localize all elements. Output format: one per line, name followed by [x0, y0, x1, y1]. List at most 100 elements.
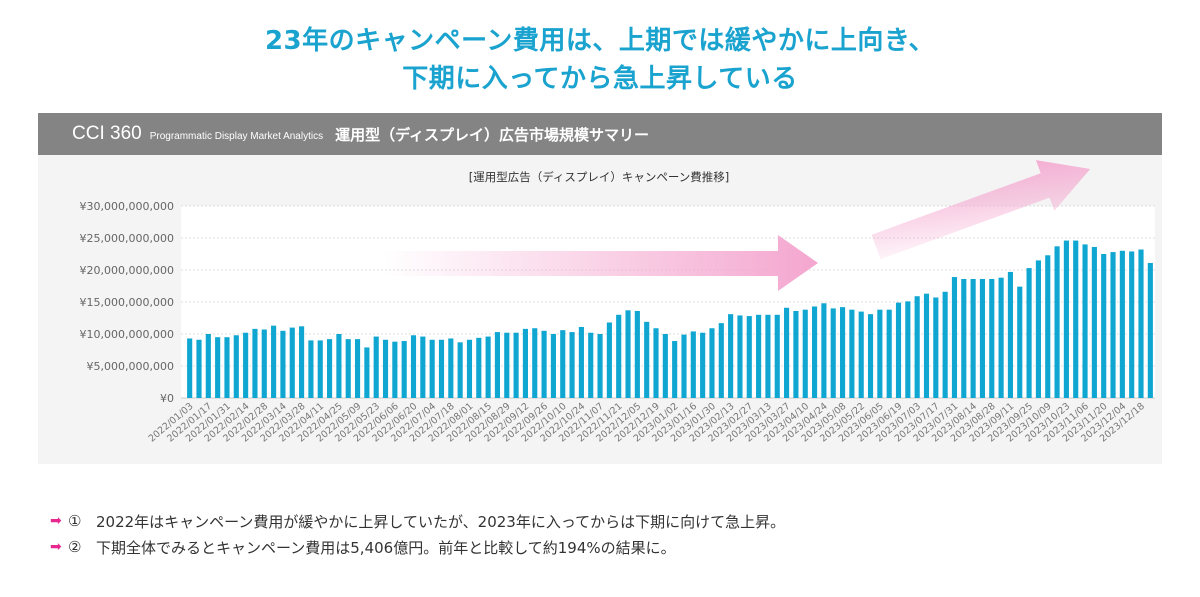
- bar: [196, 339, 202, 398]
- brand-subtitle: Programmatic Display Market Analytics: [149, 131, 324, 142]
- bar: [429, 339, 435, 398]
- bar: [532, 328, 538, 398]
- bar: [233, 335, 239, 398]
- bar: [839, 307, 846, 398]
- bar: [951, 277, 958, 398]
- y-tick-label: ¥20,000,000,000: [80, 264, 174, 277]
- bar: [970, 278, 976, 398]
- bar: [1026, 268, 1032, 398]
- bar: [1138, 249, 1144, 398]
- bar: [448, 338, 454, 398]
- bar: [895, 302, 902, 398]
- note-marker: ①: [68, 512, 82, 530]
- bar: [700, 332, 706, 398]
- bar: [327, 339, 333, 398]
- bar: [1017, 286, 1023, 398]
- bar: [1147, 262, 1153, 398]
- bar: [1063, 240, 1069, 398]
- y-tick-label: ¥5,000,000,000: [87, 360, 174, 373]
- bar: [1129, 251, 1135, 398]
- bar: [1054, 246, 1060, 398]
- brand-logo-text: CCI 360: [72, 123, 142, 144]
- bar: [354, 339, 361, 398]
- bar: [205, 334, 211, 398]
- note-text: 2022年はキャンペーン費用が緩やかに上昇していたが、2023年に入ってからは下…: [96, 512, 786, 531]
- bar: [401, 341, 407, 398]
- bar: [494, 332, 501, 398]
- bar: [942, 291, 948, 398]
- y-tick-label: ¥10,000,000,000: [80, 328, 174, 341]
- bar: [672, 341, 678, 398]
- bar: [616, 314, 622, 398]
- y-tick-label: ¥15,000,000,000: [80, 296, 174, 309]
- bar: [504, 332, 510, 398]
- bar: [280, 330, 286, 398]
- bar: [410, 335, 417, 398]
- headline-line-1: 23年のキャンペーン費用は、上期では緩やかに上向き、: [264, 26, 936, 56]
- bar: [877, 309, 883, 398]
- bar: [382, 339, 389, 398]
- bar: [644, 321, 650, 398]
- bar: [709, 328, 715, 398]
- bar: [243, 332, 249, 398]
- bar: [681, 334, 687, 398]
- bar: [457, 342, 463, 398]
- bar: [774, 314, 780, 398]
- bar: [420, 336, 426, 398]
- bar: [662, 334, 668, 398]
- bar: [737, 315, 743, 398]
- bar: [653, 328, 659, 398]
- bar: [1035, 260, 1041, 398]
- bar: [634, 310, 640, 398]
- bar: [560, 330, 566, 398]
- bar: [923, 293, 930, 398]
- bar: [1091, 246, 1097, 398]
- bar: [485, 336, 491, 398]
- bar: [802, 309, 808, 398]
- note-text: 下期全体でみるとキャンペーン費用は5,406億円。前年と比較して約194%の結果…: [96, 538, 676, 557]
- bar: [718, 323, 724, 398]
- bar: [849, 309, 855, 398]
- bar: [541, 330, 547, 398]
- bar: [252, 328, 258, 398]
- flat-trend-arrow: [384, 235, 818, 291]
- bar: [830, 308, 836, 398]
- bar: [261, 329, 267, 398]
- bar: [550, 334, 556, 398]
- bar: [728, 314, 734, 398]
- bar: [215, 337, 221, 398]
- bar: [569, 332, 575, 398]
- bar: [578, 326, 584, 398]
- bar: [1119, 250, 1125, 398]
- bar: [317, 340, 323, 398]
- bar: [756, 314, 762, 398]
- bar: [765, 314, 771, 398]
- bar: [224, 337, 230, 398]
- bar: [588, 332, 594, 398]
- bar: [308, 340, 314, 398]
- bar: [438, 339, 445, 398]
- bar: [933, 297, 939, 398]
- bar: [812, 306, 818, 398]
- bar: [345, 339, 351, 398]
- arrow-right-icon: ➡: [50, 513, 62, 529]
- bar: [690, 331, 696, 398]
- bar: [1045, 255, 1051, 398]
- bar: [746, 316, 752, 398]
- bar: [1007, 271, 1013, 398]
- panel-title: 運用型（ディスプレイ）広告市場規模サマリー: [335, 125, 650, 144]
- bar: [1082, 244, 1088, 398]
- bar: [793, 310, 799, 398]
- bar: [1101, 254, 1107, 398]
- bar: [476, 337, 482, 398]
- headline-line-2: 下期に入ってから急上昇している: [402, 64, 798, 94]
- rising-trend-arrow: [871, 160, 1091, 260]
- bar: [886, 309, 892, 398]
- bar: [289, 327, 295, 398]
- bar: [299, 326, 305, 398]
- bar: [392, 341, 398, 398]
- bar: [821, 303, 827, 398]
- y-tick-label: ¥30,000,000,000: [80, 200, 174, 213]
- note-marker: ②: [68, 538, 82, 556]
- bar: [867, 314, 874, 398]
